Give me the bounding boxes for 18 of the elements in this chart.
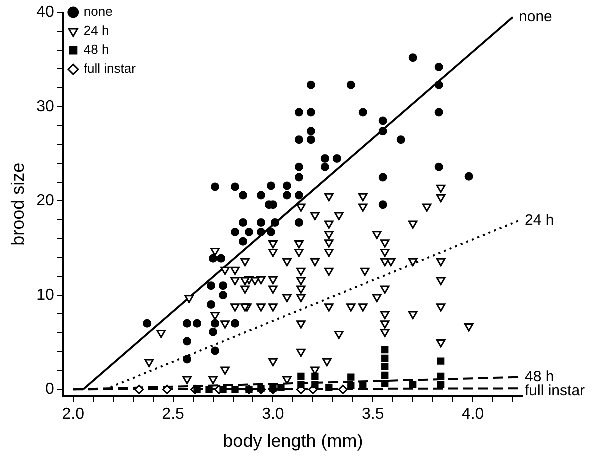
y-axis-title: brood size xyxy=(8,162,28,246)
y-tick-label: 40 xyxy=(36,4,54,22)
legend-label: 24 h xyxy=(84,23,110,38)
x-tick-label: 4.0 xyxy=(462,406,484,424)
y-tick-label: 20 xyxy=(36,192,54,210)
x-tick-label: 2.5 xyxy=(162,406,185,424)
legend-label: none xyxy=(84,4,113,20)
x-tick-label: 3.0 xyxy=(262,406,284,424)
x-tick-label: 3.5 xyxy=(362,406,384,424)
series-label: none xyxy=(519,8,552,26)
legend-label: full instar xyxy=(84,61,137,76)
y-tick-label: 0 xyxy=(45,381,54,398)
series-label: 24 h xyxy=(525,212,554,230)
y-tick-label: 10 xyxy=(36,286,54,304)
y-tick-label: 30 xyxy=(36,98,54,116)
x-axis-title: body length (mm) xyxy=(223,431,364,452)
x-tick-label: 2.0 xyxy=(62,406,85,424)
legend-label: 48 h xyxy=(84,42,110,58)
